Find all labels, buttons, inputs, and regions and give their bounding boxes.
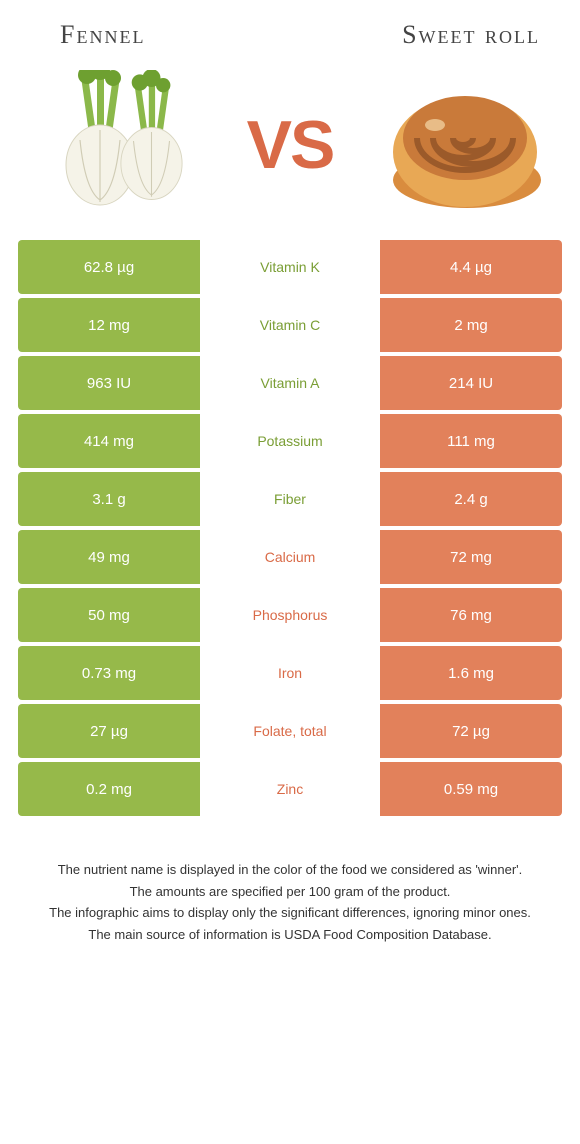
left-value: 0.2 mg: [18, 762, 200, 816]
right-value: 0.59 mg: [380, 762, 562, 816]
right-value: 76 mg: [380, 588, 562, 642]
right-food-image: [370, 65, 560, 225]
left-value: 0.73 mg: [18, 646, 200, 700]
left-value: 12 mg: [18, 298, 200, 352]
footnote: The nutrient name is displayed in the co…: [0, 820, 580, 966]
nutrient-row: 3.1 gFiber2.4 g: [18, 472, 562, 526]
left-value: 3.1 g: [18, 472, 200, 526]
nutrient-label: Fiber: [200, 472, 380, 526]
nutrient-label: Phosphorus: [200, 588, 380, 642]
nutrient-label: Vitamin A: [200, 356, 380, 410]
left-value: 62.8 µg: [18, 240, 200, 294]
nutrient-row: 62.8 µgVitamin K4.4 µg: [18, 240, 562, 294]
nutrient-row: 414 mgPotassium111 mg: [18, 414, 562, 468]
nutrient-row: 12 mgVitamin C2 mg: [18, 298, 562, 352]
right-value: 72 µg: [380, 704, 562, 758]
right-food-title: Sweet roll: [290, 20, 550, 50]
nutrient-row: 27 µgFolate, total72 µg: [18, 704, 562, 758]
left-food-image: [20, 65, 210, 225]
footnote-line: The nutrient name is displayed in the co…: [25, 860, 555, 880]
left-value: 49 mg: [18, 530, 200, 584]
left-food-title: Fennel: [30, 20, 230, 50]
vs-label: VS: [247, 106, 334, 184]
nutrient-table: 62.8 µgVitamin K4.4 µg12 mgVitamin C2 mg…: [0, 240, 580, 816]
footnote-line: The amounts are specified per 100 gram o…: [25, 882, 555, 902]
left-value: 414 mg: [18, 414, 200, 468]
nutrient-label: Calcium: [200, 530, 380, 584]
nutrient-label: Vitamin K: [200, 240, 380, 294]
right-value: 2.4 g: [380, 472, 562, 526]
left-value: 963 IU: [18, 356, 200, 410]
right-value: 2 mg: [380, 298, 562, 352]
footnote-line: The main source of information is USDA F…: [25, 925, 555, 945]
nutrient-row: 49 mgCalcium72 mg: [18, 530, 562, 584]
right-value: 72 mg: [380, 530, 562, 584]
right-value: 214 IU: [380, 356, 562, 410]
nutrient-label: Potassium: [200, 414, 380, 468]
left-value: 27 µg: [18, 704, 200, 758]
nutrient-row: 963 IUVitamin A214 IU: [18, 356, 562, 410]
nutrient-label: Zinc: [200, 762, 380, 816]
right-value: 111 mg: [380, 414, 562, 468]
nutrient-label: Vitamin C: [200, 298, 380, 352]
left-value: 50 mg: [18, 588, 200, 642]
right-value: 4.4 µg: [380, 240, 562, 294]
right-value: 1.6 mg: [380, 646, 562, 700]
nutrient-label: Iron: [200, 646, 380, 700]
nutrient-row: 0.2 mgZinc0.59 mg: [18, 762, 562, 816]
nutrient-label: Folate, total: [200, 704, 380, 758]
footnote-line: The infographic aims to display only the…: [25, 903, 555, 923]
nutrient-row: 0.73 mgIron1.6 mg: [18, 646, 562, 700]
nutrient-row: 50 mgPhosphorus76 mg: [18, 588, 562, 642]
